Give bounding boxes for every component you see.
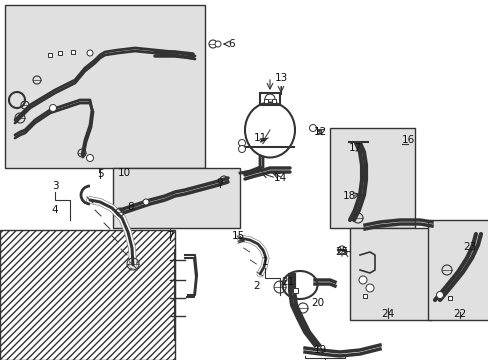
Circle shape (215, 41, 221, 47)
Text: 17: 17 (347, 143, 361, 153)
Text: 8: 8 (127, 202, 134, 212)
Circle shape (142, 199, 149, 205)
Text: 15: 15 (231, 231, 244, 241)
Circle shape (87, 50, 93, 56)
Text: 22: 22 (452, 309, 466, 319)
Bar (0, 230, 175, 360)
Bar (329, 128, 414, 228)
Circle shape (86, 154, 93, 162)
Text: 25: 25 (335, 247, 348, 257)
Text: 10: 10 (117, 168, 130, 178)
Circle shape (238, 139, 245, 147)
Text: 23: 23 (463, 242, 476, 252)
Text: 5: 5 (97, 169, 103, 179)
Text: 14: 14 (273, 173, 286, 183)
Circle shape (238, 145, 245, 153)
Bar (292, 288, 297, 292)
Text: 13: 13 (274, 73, 287, 83)
Text: 21: 21 (281, 277, 294, 287)
Text: 7: 7 (166, 231, 173, 241)
Bar (48, 53, 52, 57)
Bar (260, 93, 280, 105)
Circle shape (49, 104, 57, 112)
Text: 11: 11 (253, 133, 266, 143)
Text: 18: 18 (342, 191, 355, 201)
Circle shape (309, 125, 316, 131)
Text: 16: 16 (401, 135, 414, 145)
Bar (349, 228, 431, 320)
Circle shape (365, 284, 373, 292)
Text: 24: 24 (381, 309, 394, 319)
Bar (271, 99, 275, 103)
Text: 20: 20 (311, 298, 324, 308)
Text: 1: 1 (261, 257, 268, 267)
Text: 3: 3 (52, 181, 58, 191)
Bar (5, 5, 204, 168)
Bar (316, 129, 320, 133)
Text: 4: 4 (52, 205, 58, 215)
Text: 2: 2 (253, 281, 260, 291)
Bar (58, 51, 62, 55)
Bar (71, 50, 75, 54)
Text: 12: 12 (313, 127, 326, 137)
Bar (113, 168, 240, 228)
Text: 19: 19 (313, 345, 326, 355)
Bar (447, 296, 451, 300)
Bar (427, 220, 488, 320)
Circle shape (436, 292, 443, 298)
Circle shape (358, 276, 366, 284)
Bar (362, 294, 366, 298)
Text: 6: 6 (228, 39, 235, 49)
Bar (264, 99, 267, 103)
Text: 9: 9 (216, 178, 223, 188)
